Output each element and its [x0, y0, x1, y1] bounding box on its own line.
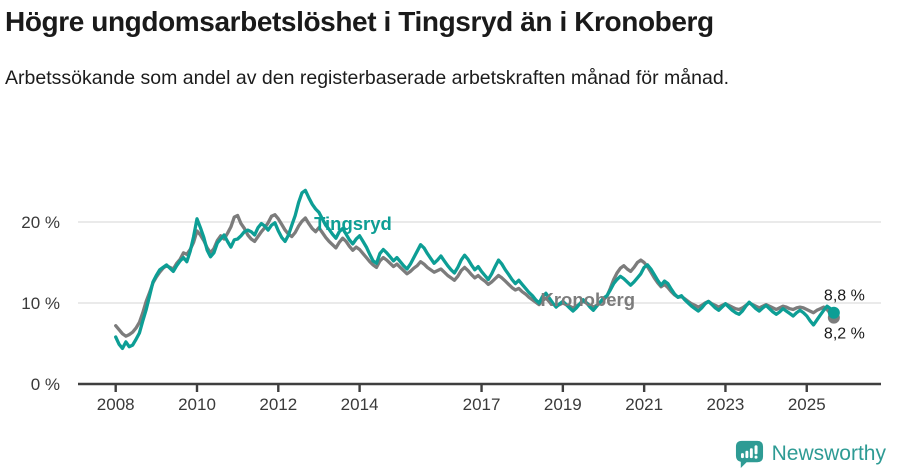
x-axis-label: 2012: [259, 395, 297, 414]
x-axis-label: 2021: [625, 395, 663, 414]
x-axis-label: 2008: [97, 395, 135, 414]
y-axis-label: 20 %: [21, 213, 60, 232]
x-axis-label: 2010: [178, 395, 216, 414]
logo-speech-bubble: [735, 440, 763, 469]
chart-header: Högre ungdomsarbetslöshet i Tingsryd än …: [5, 4, 885, 93]
end-value-label: 8,2 %: [824, 326, 865, 343]
logo-exclamation-bar: [754, 445, 758, 455]
end-value-label: 8,8 %: [824, 288, 865, 305]
x-axis-label: 2017: [463, 395, 501, 414]
footer-branding: Newsworthy: [734, 439, 886, 469]
series-label-tingsryd: Tingsryd: [314, 213, 392, 234]
y-axis-label: 10 %: [21, 294, 60, 313]
series-line-tingsryd: [114, 188, 836, 351]
logo-exclamation-dot: [754, 455, 758, 459]
x-axis-label: 2019: [544, 395, 582, 414]
newsworthy-brand-text: Newsworthy: [771, 442, 886, 465]
series-label-kronoberg: Kronoberg: [540, 289, 635, 310]
logo-bar-1: [740, 453, 744, 459]
page-title: Högre ungdomsarbetslöshet i Tingsryd än …: [5, 6, 714, 37]
x-axis-label: 2014: [341, 395, 379, 414]
x-axis-label: 2025: [788, 395, 826, 414]
series-end-dot-tingsryd: [827, 306, 840, 319]
chart-subtitle: Arbetssökande som andel av den registerb…: [5, 67, 730, 89]
logo-bar-2: [745, 450, 748, 459]
newsworthy-logo-icon: [735, 440, 763, 469]
logo-bar-3: [749, 448, 753, 459]
series-line-kronoberg: [114, 213, 836, 338]
x-axis-label: 2023: [707, 395, 745, 414]
y-axis-label: 0 %: [31, 375, 60, 394]
